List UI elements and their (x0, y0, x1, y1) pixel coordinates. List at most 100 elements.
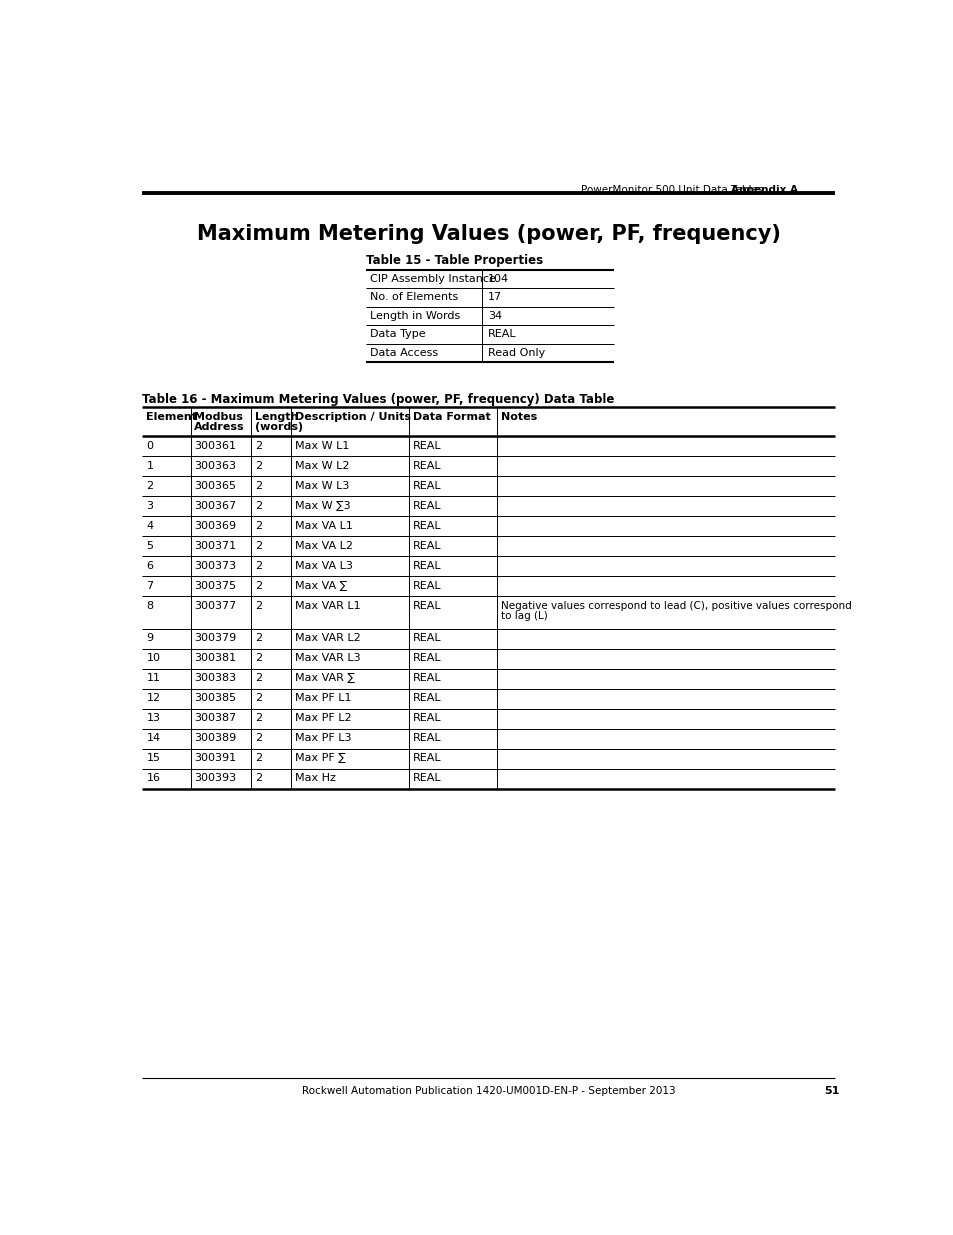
Text: Maximum Metering Values (power, PF, frequency): Maximum Metering Values (power, PF, freq… (196, 224, 781, 243)
Text: 300379: 300379 (194, 634, 236, 643)
Text: 300387: 300387 (194, 714, 236, 724)
Text: Max VAR L3: Max VAR L3 (294, 653, 360, 663)
Text: 15: 15 (146, 753, 160, 763)
Text: (words): (words) (254, 421, 303, 431)
Text: PowerMonitor 500 Unit Data Tables: PowerMonitor 500 Unit Data Tables (580, 185, 762, 195)
Text: REAL: REAL (413, 501, 441, 511)
Text: 300381: 300381 (194, 653, 236, 663)
Text: REAL: REAL (413, 693, 441, 704)
Text: Max W L3: Max W L3 (294, 480, 349, 490)
Text: 14: 14 (146, 734, 160, 743)
Text: 0: 0 (146, 441, 153, 451)
Text: 2: 2 (254, 561, 262, 571)
Text: 2: 2 (254, 653, 262, 663)
Text: 2: 2 (254, 601, 262, 611)
Text: 10: 10 (146, 653, 160, 663)
Text: Max W ∑3: Max W ∑3 (294, 501, 351, 511)
Text: Max W L2: Max W L2 (294, 461, 350, 471)
Text: Max W L1: Max W L1 (294, 441, 349, 451)
Text: 2: 2 (254, 714, 262, 724)
Text: 300391: 300391 (194, 753, 236, 763)
Text: CIP Assembly Instance: CIP Assembly Instance (370, 274, 496, 284)
Text: 2: 2 (254, 501, 262, 511)
Text: REAL: REAL (413, 653, 441, 663)
Text: 16: 16 (146, 773, 160, 783)
Text: 300363: 300363 (194, 461, 236, 471)
Text: REAL: REAL (413, 734, 441, 743)
Text: Data Access: Data Access (370, 347, 438, 358)
Text: No. of Elements: No. of Elements (370, 293, 458, 303)
Text: 2: 2 (254, 461, 262, 471)
Text: REAL: REAL (413, 601, 441, 611)
Text: 300365: 300365 (194, 480, 236, 490)
Text: 300371: 300371 (194, 541, 236, 551)
Text: 300385: 300385 (194, 693, 236, 704)
Text: 51: 51 (823, 1086, 839, 1095)
Text: Modbus: Modbus (194, 411, 243, 421)
Text: Read Only: Read Only (488, 347, 545, 358)
Text: REAL: REAL (413, 773, 441, 783)
Text: 2: 2 (254, 673, 262, 683)
Text: 5: 5 (146, 541, 153, 551)
Text: REAL: REAL (488, 330, 517, 340)
Text: 104: 104 (488, 274, 509, 284)
Text: 2: 2 (254, 634, 262, 643)
Text: Description / Units: Description / Units (294, 411, 411, 421)
Text: REAL: REAL (413, 561, 441, 571)
Text: Max PF L3: Max PF L3 (294, 734, 352, 743)
Text: REAL: REAL (413, 541, 441, 551)
Text: Address: Address (194, 421, 245, 431)
Text: Rockwell Automation Publication 1420-UM001D-EN-P - September 2013: Rockwell Automation Publication 1420-UM0… (302, 1086, 675, 1095)
Text: Table 15 - Table Properties: Table 15 - Table Properties (365, 254, 542, 268)
Text: 2: 2 (146, 480, 153, 490)
Text: 8: 8 (146, 601, 153, 611)
Text: Max VAR ∑: Max VAR ∑ (294, 673, 355, 683)
Text: 6: 6 (146, 561, 153, 571)
Text: Max PF ∑: Max PF ∑ (294, 753, 346, 763)
Text: Notes: Notes (500, 411, 537, 421)
Text: 2: 2 (254, 521, 262, 531)
Text: Max VA L2: Max VA L2 (294, 541, 353, 551)
Text: Table 16 - Maximum Metering Values (power, PF, frequency) Data Table: Table 16 - Maximum Metering Values (powe… (142, 393, 615, 406)
Text: 3: 3 (146, 501, 153, 511)
Text: REAL: REAL (413, 461, 441, 471)
Text: 2: 2 (254, 773, 262, 783)
Text: Length in Words: Length in Words (370, 311, 460, 321)
Text: 34: 34 (488, 311, 501, 321)
Text: Max VAR L1: Max VAR L1 (294, 601, 360, 611)
Text: 300369: 300369 (194, 521, 236, 531)
Text: 2: 2 (254, 753, 262, 763)
Text: 7: 7 (146, 580, 153, 590)
Text: 17: 17 (488, 293, 501, 303)
Text: 2: 2 (254, 441, 262, 451)
Text: 13: 13 (146, 714, 160, 724)
Text: 300375: 300375 (194, 580, 236, 590)
Text: Data Format: Data Format (413, 411, 490, 421)
Text: 300361: 300361 (194, 441, 236, 451)
Text: 300373: 300373 (194, 561, 236, 571)
Text: Data Type: Data Type (370, 330, 426, 340)
Text: REAL: REAL (413, 441, 441, 451)
Text: 2: 2 (254, 734, 262, 743)
Text: Max VA L3: Max VA L3 (294, 561, 353, 571)
Text: 300383: 300383 (194, 673, 236, 683)
Text: REAL: REAL (413, 634, 441, 643)
Text: 300389: 300389 (194, 734, 236, 743)
Text: REAL: REAL (413, 580, 441, 590)
Text: 2: 2 (254, 480, 262, 490)
Text: Max Hz: Max Hz (294, 773, 335, 783)
Text: 4: 4 (146, 521, 153, 531)
Text: Max VAR L2: Max VAR L2 (294, 634, 360, 643)
Text: 300367: 300367 (194, 501, 236, 511)
Text: 9: 9 (146, 634, 153, 643)
Text: Length: Length (254, 411, 298, 421)
Text: REAL: REAL (413, 753, 441, 763)
Text: Negative values correspond to lead (C), positive values correspond: Negative values correspond to lead (C), … (500, 601, 851, 611)
Text: REAL: REAL (413, 673, 441, 683)
Text: 300377: 300377 (194, 601, 236, 611)
Text: 12: 12 (146, 693, 160, 704)
Text: 2: 2 (254, 580, 262, 590)
Text: REAL: REAL (413, 480, 441, 490)
Text: REAL: REAL (413, 714, 441, 724)
Text: 2: 2 (254, 541, 262, 551)
